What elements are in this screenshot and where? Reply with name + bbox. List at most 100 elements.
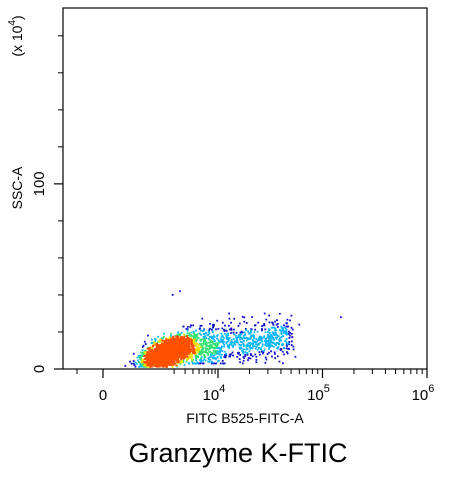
event-dot xyxy=(216,347,219,350)
event-dot xyxy=(283,326,286,329)
event-dot xyxy=(285,347,288,350)
event-dot xyxy=(175,352,178,355)
event-dot xyxy=(251,343,254,346)
event-dot xyxy=(187,352,190,355)
event-dot xyxy=(144,351,147,354)
event-dot xyxy=(256,348,259,351)
event-dot xyxy=(146,357,148,360)
event-dot xyxy=(221,340,224,343)
event-dot xyxy=(158,345,161,348)
event-dot xyxy=(172,358,174,361)
event-dot xyxy=(247,359,249,361)
event-dot xyxy=(216,342,219,345)
event-dot xyxy=(178,345,181,347)
event-dot xyxy=(176,358,178,361)
event-dot xyxy=(166,365,169,368)
event-dot xyxy=(186,328,189,331)
event-dot xyxy=(152,358,155,361)
event-dot xyxy=(287,347,290,350)
event-dot xyxy=(161,337,163,340)
event-dot xyxy=(223,340,225,343)
event-dot xyxy=(213,346,216,349)
event-dot xyxy=(234,343,237,346)
event-dot xyxy=(202,343,205,345)
event-dot xyxy=(168,347,170,349)
event-dot xyxy=(192,338,195,340)
event-dot xyxy=(263,323,266,325)
event-dot xyxy=(225,352,227,355)
event-dot xyxy=(194,349,197,351)
event-dot xyxy=(195,340,197,343)
event-dot xyxy=(267,344,269,347)
event-dot xyxy=(220,338,222,340)
event-dot xyxy=(220,353,223,356)
event-dot xyxy=(246,343,249,346)
event-dot xyxy=(166,358,169,361)
event-dot xyxy=(161,359,164,361)
event-dot xyxy=(193,330,195,333)
x-tick-label: 104 xyxy=(203,383,226,404)
event-dot xyxy=(226,340,229,343)
event-dot xyxy=(161,353,163,356)
event-dot xyxy=(248,350,251,353)
event-dot xyxy=(193,335,196,338)
event-dot xyxy=(275,344,278,346)
event-dot xyxy=(240,336,243,339)
event-dot xyxy=(269,337,272,340)
event-dot xyxy=(204,346,207,349)
event-dot xyxy=(274,334,276,337)
event-dot xyxy=(270,339,272,342)
event-dot xyxy=(170,334,172,337)
event-dot xyxy=(220,349,222,351)
event-dot xyxy=(268,337,271,340)
event-dot xyxy=(278,329,281,331)
event-dot xyxy=(235,338,238,341)
event-dot xyxy=(158,353,161,355)
svg-text:(x 104): (x 104) xyxy=(7,15,25,56)
event-dot xyxy=(225,354,228,357)
event-dot xyxy=(174,339,177,342)
event-dot xyxy=(285,327,287,330)
event-dot xyxy=(257,342,260,345)
event-dot xyxy=(218,342,220,344)
event-dot xyxy=(239,334,241,337)
event-dot xyxy=(221,321,224,324)
event-dot xyxy=(147,350,150,353)
event-dot xyxy=(211,336,214,339)
event-dot xyxy=(219,353,221,356)
event-dot xyxy=(245,336,247,339)
event-dot xyxy=(230,353,233,356)
event-dot xyxy=(176,337,179,339)
event-dot xyxy=(265,339,268,341)
event-dot xyxy=(227,324,230,327)
event-dot xyxy=(249,357,252,360)
event-dot xyxy=(199,324,202,327)
event-dot xyxy=(124,364,127,367)
event-dot xyxy=(182,348,184,350)
event-dot xyxy=(188,357,191,360)
event-dot xyxy=(140,361,143,364)
event-dot xyxy=(288,348,290,350)
event-dot xyxy=(249,347,252,350)
event-dot xyxy=(202,359,204,362)
event-dot xyxy=(141,363,144,366)
event-dot xyxy=(249,337,252,340)
event-dot xyxy=(141,355,144,357)
event-dot xyxy=(290,333,293,335)
event-dot xyxy=(243,316,246,319)
event-dot xyxy=(156,362,159,365)
event-dot xyxy=(153,341,156,343)
event-dot xyxy=(191,362,194,365)
event-dot xyxy=(288,337,291,339)
event-dot xyxy=(141,362,143,365)
event-dot xyxy=(265,358,268,361)
event-dot xyxy=(265,318,268,321)
event-dot xyxy=(240,330,243,333)
event-dot xyxy=(142,344,145,347)
event-dot xyxy=(198,350,201,353)
event-dot xyxy=(172,357,175,360)
event-dot xyxy=(221,360,224,362)
event-dot xyxy=(243,320,246,323)
event-dot xyxy=(196,346,198,348)
event-dot xyxy=(259,353,261,356)
